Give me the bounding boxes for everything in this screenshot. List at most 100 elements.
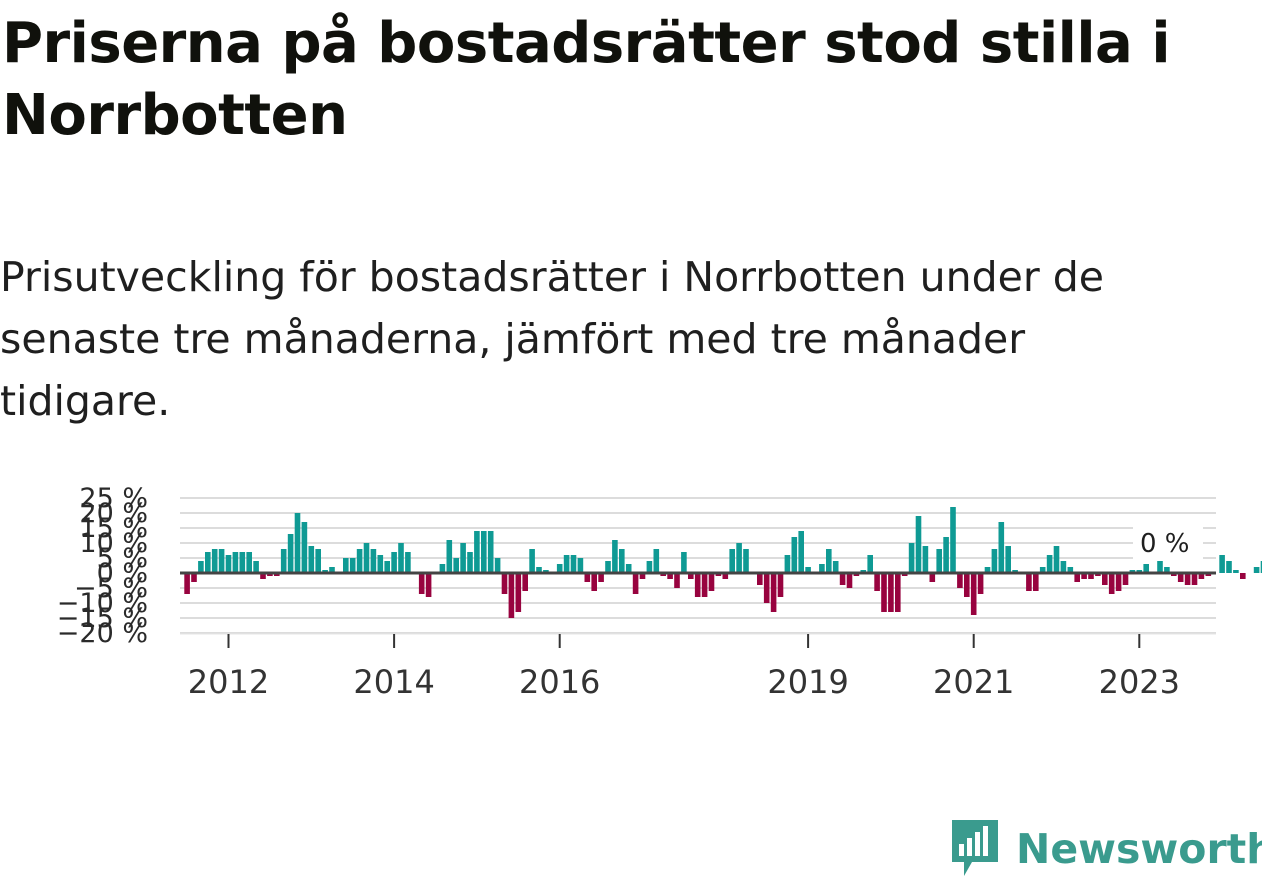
bar (826, 549, 832, 573)
bar (446, 540, 453, 573)
bar (1253, 567, 1260, 573)
bar (1115, 573, 1122, 591)
last-value-label-background (1133, 525, 1203, 559)
bar (191, 573, 197, 582)
bar (998, 522, 1005, 573)
last-value-label: 0 % (1140, 529, 1190, 559)
bar (460, 543, 466, 573)
bar (1177, 573, 1184, 582)
bar (363, 543, 370, 573)
bar (501, 573, 508, 594)
bar (908, 543, 915, 573)
bar (1240, 573, 1246, 579)
bar (384, 561, 390, 573)
bar (377, 555, 384, 573)
newsworthy-brand: Newsworthy (950, 818, 1262, 880)
bar (1219, 555, 1225, 573)
bar (232, 552, 239, 573)
bar (481, 531, 487, 573)
bar (805, 567, 811, 573)
bar (577, 558, 584, 573)
bar (1102, 573, 1108, 585)
bar (977, 573, 984, 594)
bar (743, 549, 749, 573)
bar (453, 558, 459, 573)
bar (1122, 573, 1129, 585)
bar (1088, 573, 1094, 579)
bar (888, 573, 894, 612)
bar (991, 549, 998, 573)
bar (929, 573, 936, 582)
x-tick-label: 2019 (767, 663, 848, 701)
bar (701, 573, 708, 597)
y-tick-label: −15 % (57, 603, 148, 634)
bar (757, 573, 763, 585)
last-value-annotation: 0 % (1133, 525, 1203, 559)
bar (1060, 561, 1067, 573)
bar (391, 552, 397, 573)
bar (301, 522, 308, 573)
bar (239, 552, 246, 573)
bar (639, 573, 646, 579)
bar (708, 573, 715, 591)
bar (218, 549, 225, 573)
bar (791, 537, 798, 573)
y-tick-label: −20 % (57, 618, 148, 649)
bar (1226, 561, 1232, 573)
bar (1157, 561, 1163, 573)
bar (308, 546, 315, 573)
y-tick-label: −5 % (74, 573, 148, 604)
bar (984, 567, 991, 573)
bar (784, 555, 791, 573)
bar (280, 549, 287, 573)
bar (418, 573, 425, 594)
bar (612, 540, 618, 573)
bar (356, 549, 363, 573)
bar (1081, 573, 1087, 579)
bar (1233, 570, 1239, 573)
bar (253, 561, 259, 573)
bar (632, 573, 639, 594)
bar (1260, 561, 1262, 573)
bar (1198, 573, 1205, 579)
bar (970, 573, 977, 615)
bar (922, 546, 929, 573)
bar (246, 552, 252, 573)
bar (1191, 573, 1198, 585)
x-tick-label: 2016 (519, 663, 600, 701)
bar (1005, 546, 1011, 573)
bar (211, 549, 218, 573)
price-change-chart: 25 %20 %15 %10 %5 %0 %−5 %−10 %−15 %−20 … (57, 483, 1262, 701)
bar (467, 552, 473, 573)
newsworthy-logo-icon (952, 820, 998, 876)
bar (694, 573, 701, 597)
bar (729, 549, 735, 573)
bar (619, 549, 625, 573)
bar (1039, 567, 1046, 573)
y-tick-label: 0 % (97, 558, 148, 589)
bar (943, 537, 949, 573)
bar (832, 561, 839, 573)
bar (184, 573, 190, 594)
bar (881, 573, 887, 612)
bar (1074, 573, 1080, 582)
bar (329, 567, 335, 573)
y-tick-label: 10 % (79, 528, 148, 559)
bar (839, 573, 846, 585)
bar (819, 564, 825, 573)
bar (529, 549, 535, 573)
bar (646, 561, 653, 573)
bar (494, 558, 501, 573)
bar (936, 549, 942, 573)
bar (777, 573, 784, 597)
bar (1053, 546, 1060, 573)
bar (605, 561, 611, 573)
bar (736, 543, 742, 573)
bar (1026, 573, 1032, 591)
bar (674, 573, 680, 588)
bar (398, 543, 404, 573)
bar (425, 573, 432, 597)
bar (522, 573, 528, 591)
bar (667, 573, 673, 579)
bar (439, 564, 446, 573)
